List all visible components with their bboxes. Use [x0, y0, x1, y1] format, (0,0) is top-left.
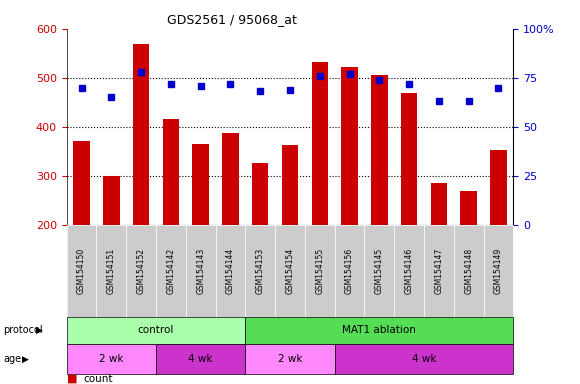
Bar [311, 62, 328, 225]
Text: age: age [3, 354, 21, 364]
Bar [133, 45, 149, 225]
Text: ▶: ▶ [22, 354, 29, 364]
Text: MAT1 ablation: MAT1 ablation [342, 325, 416, 335]
Bar [103, 176, 119, 225]
Text: GSM154154: GSM154154 [285, 248, 295, 294]
Text: GSM154149: GSM154149 [494, 248, 503, 294]
Text: GDS2561 / 95068_at: GDS2561 / 95068_at [167, 13, 297, 26]
Text: GSM154155: GSM154155 [316, 248, 324, 294]
Text: GSM154153: GSM154153 [256, 248, 264, 294]
Text: count: count [83, 374, 113, 384]
Bar [74, 141, 90, 225]
Text: GSM154147: GSM154147 [434, 248, 443, 294]
Bar [282, 145, 298, 225]
Text: GSM154151: GSM154151 [107, 248, 116, 294]
Bar [163, 119, 179, 225]
Text: GSM154144: GSM154144 [226, 248, 235, 294]
Bar [461, 191, 477, 225]
Text: GSM154152: GSM154152 [137, 248, 146, 294]
Text: GSM154143: GSM154143 [196, 248, 205, 294]
Bar [252, 164, 269, 225]
Text: protocol: protocol [3, 325, 42, 335]
Bar [222, 132, 238, 225]
Text: 4 wk: 4 wk [188, 354, 213, 364]
Bar [490, 150, 506, 225]
Text: 2 wk: 2 wk [278, 354, 302, 364]
Text: GSM154156: GSM154156 [345, 248, 354, 294]
Text: ▶: ▶ [36, 326, 43, 335]
Text: 2 wk: 2 wk [99, 354, 124, 364]
Bar [401, 93, 417, 225]
Bar [193, 144, 209, 225]
Text: control: control [138, 325, 174, 335]
Bar [342, 67, 358, 225]
Text: GSM154146: GSM154146 [405, 248, 414, 294]
Text: GSM154148: GSM154148 [464, 248, 473, 294]
Text: GSM154150: GSM154150 [77, 248, 86, 294]
Text: 4 wk: 4 wk [412, 354, 436, 364]
Text: GSM154145: GSM154145 [375, 248, 384, 294]
Bar [371, 75, 387, 225]
Bar [431, 183, 447, 225]
Text: ■: ■ [67, 374, 77, 384]
Text: GSM154142: GSM154142 [166, 248, 175, 294]
